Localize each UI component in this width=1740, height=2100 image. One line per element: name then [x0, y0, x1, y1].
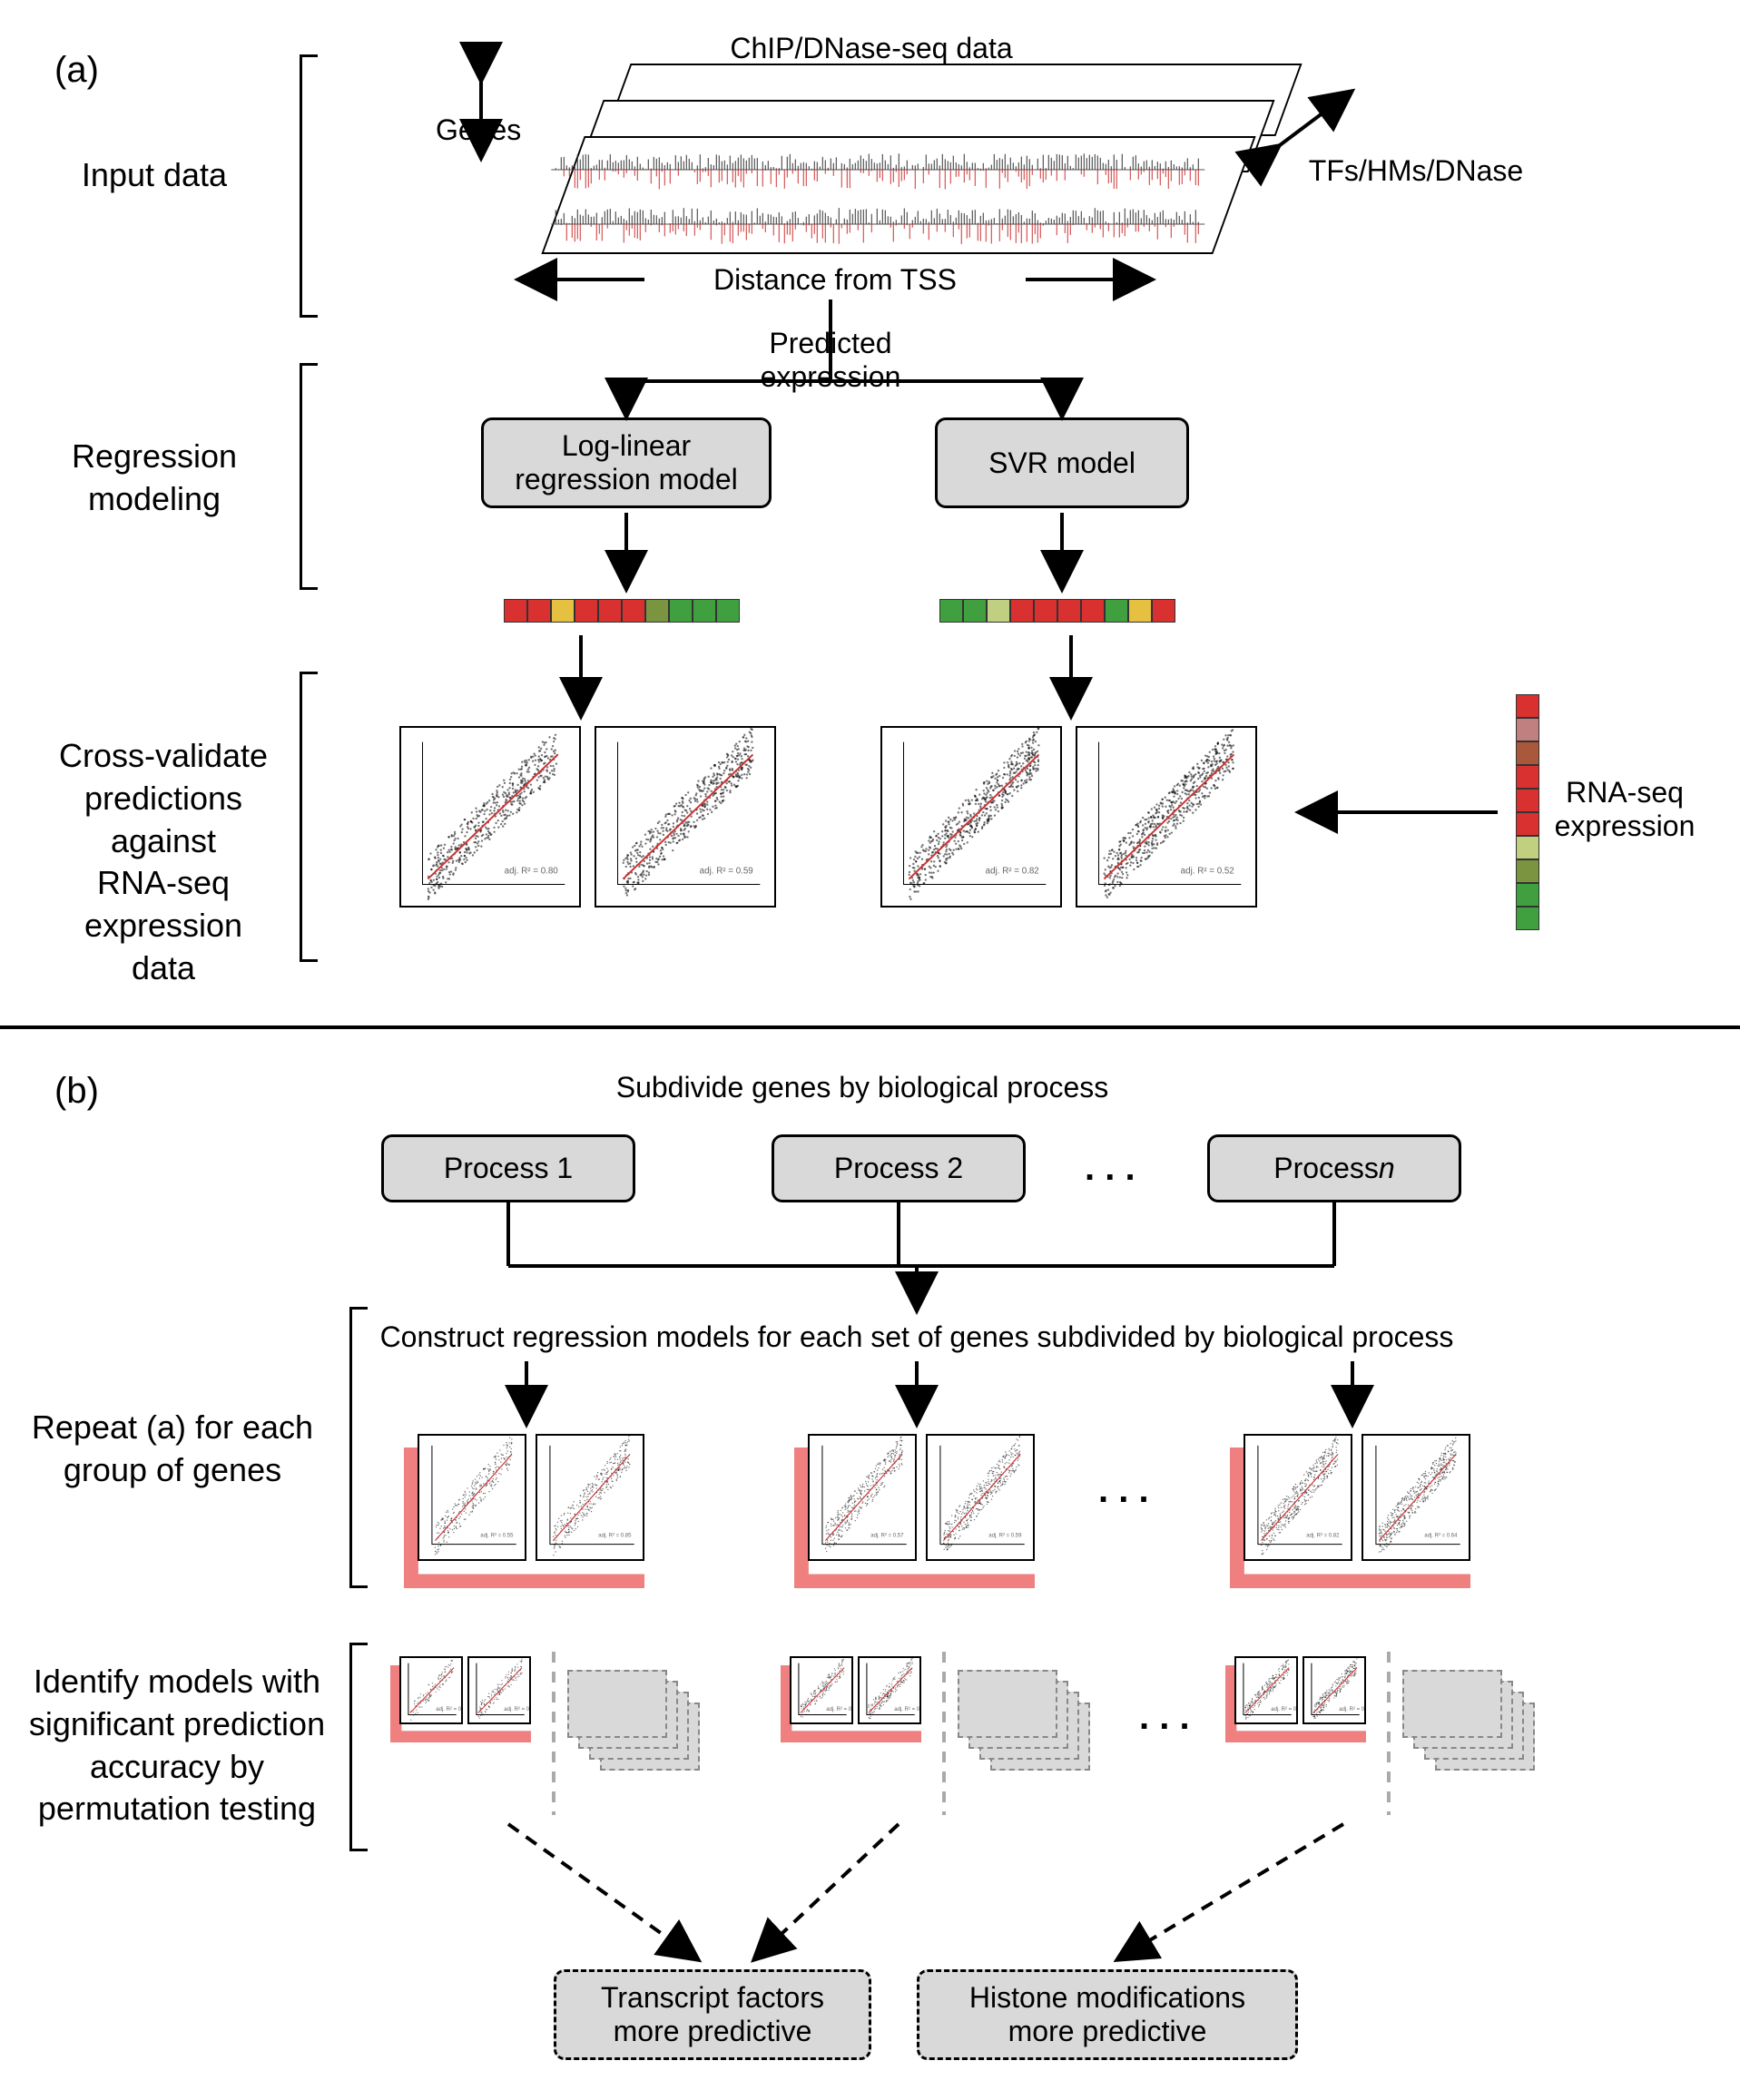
process-n-text: Process — [1273, 1152, 1379, 1185]
svg-text:adj. R² = 0.82: adj. R² = 0.82 — [986, 867, 1039, 877]
svg-text:adj. R² = 0.59: adj. R² = 0.59 — [988, 1534, 1022, 1539]
panel-b-label: (b) — [54, 1071, 99, 1112]
stack-dots: . . . — [1139, 1697, 1190, 1738]
heatbar-left — [504, 599, 740, 623]
bracket-regression — [300, 363, 318, 590]
section-regression-label: Regression modeling — [54, 436, 254, 521]
bracket-identify — [349, 1643, 368, 1851]
process-2-box: Process 2 — [772, 1134, 1026, 1202]
construct-text: Construct regression models for each set… — [354, 1320, 1479, 1354]
process-n-box: Process n — [1207, 1134, 1461, 1202]
svg-text:adj. R² = 0.59: adj. R² = 0.59 — [700, 867, 753, 877]
scatter-b3b: adj. R² = 0.64 — [1362, 1434, 1470, 1561]
scatter-a1: adj. R² = 0.80 — [399, 726, 581, 908]
scatter-s2b: adj. R² = 0.76 — [858, 1656, 921, 1724]
scatter-b3a: adj. R² = 0.82 — [1244, 1434, 1352, 1561]
section-repeat-label: Repeat (a) for each group of genes — [27, 1407, 318, 1492]
scatter-b2b: adj. R² = 0.59 — [926, 1434, 1035, 1561]
section-input-label: Input data — [54, 154, 254, 197]
model-loglinear-box: Log-linear regression model — [481, 417, 772, 508]
svg-text:adj. R² = 0.57: adj. R² = 0.57 — [870, 1534, 904, 1539]
rnaseq-label: RNA-seq expression — [1534, 776, 1715, 843]
scatter-s3a: adj. R² = 0.81 — [1234, 1656, 1298, 1724]
svg-text:adj. R² = 0.85: adj. R² = 0.85 — [598, 1534, 632, 1539]
tfs-label: TFs/HMs/DNase — [1298, 154, 1534, 188]
process-dots-1: . . . — [1085, 1148, 1135, 1189]
heatbar-right — [939, 599, 1175, 623]
svg-text:adj. R² = 0.82: adj. R² = 0.82 — [1306, 1534, 1340, 1539]
model-svr-box: SVR model — [935, 417, 1189, 508]
result-tf-box: Transcript factors more predictive — [554, 1969, 871, 2060]
predicted-label: Predicted expression — [717, 327, 944, 394]
scatter-b1a: adj. R² = 0.55 — [418, 1434, 526, 1561]
section-identify-label: Identify models with significant predict… — [27, 1661, 327, 1830]
scatter-s1a: adj. R² = 0.67 — [399, 1656, 463, 1724]
subdivide-title: Subdivide genes by biological process — [545, 1071, 1180, 1104]
result-hm-box: Histone modifications more predictive — [917, 1969, 1298, 2060]
track-stack — [563, 64, 1253, 254]
section-validate-label: Cross-validate predictions against RNA-s… — [27, 735, 300, 990]
scatter-s2a: adj. R² = 0.51 — [790, 1656, 853, 1724]
scatter-a3: adj. R² = 0.82 — [880, 726, 1062, 908]
svg-text:adj. R² = 0.52: adj. R² = 0.52 — [1181, 867, 1234, 877]
bracket-input — [300, 54, 318, 318]
genes-label: Genes — [436, 113, 521, 147]
bracket-repeat — [349, 1307, 368, 1588]
scatter-a2: adj. R² = 0.59 — [595, 726, 776, 908]
bracket-validate — [300, 672, 318, 962]
chip-title: ChIP/DNase-seq data — [635, 32, 1107, 65]
scatter-dots: . . . — [1098, 1470, 1149, 1511]
scatter-b1b: adj. R² = 0.85 — [536, 1434, 644, 1561]
panel-a-label: (a) — [54, 50, 99, 91]
scatter-s1b: adj. R² = 0.71 — [467, 1656, 531, 1724]
scatter-b2a: adj. R² = 0.57 — [808, 1434, 917, 1561]
process-n-italic: n — [1379, 1152, 1395, 1185]
process-1-box: Process 1 — [381, 1134, 635, 1202]
distance-label: Distance from TSS — [654, 263, 1017, 297]
panel-divider — [0, 1025, 1740, 1029]
scatter-a4: adj. R² = 0.52 — [1076, 726, 1257, 908]
svg-text:adj. R² = 0.80: adj. R² = 0.80 — [505, 867, 559, 877]
svg-text:adj. R² = 0.55: adj. R² = 0.55 — [480, 1534, 514, 1539]
scatter-s3b: adj. R² = 0.51 — [1303, 1656, 1366, 1724]
